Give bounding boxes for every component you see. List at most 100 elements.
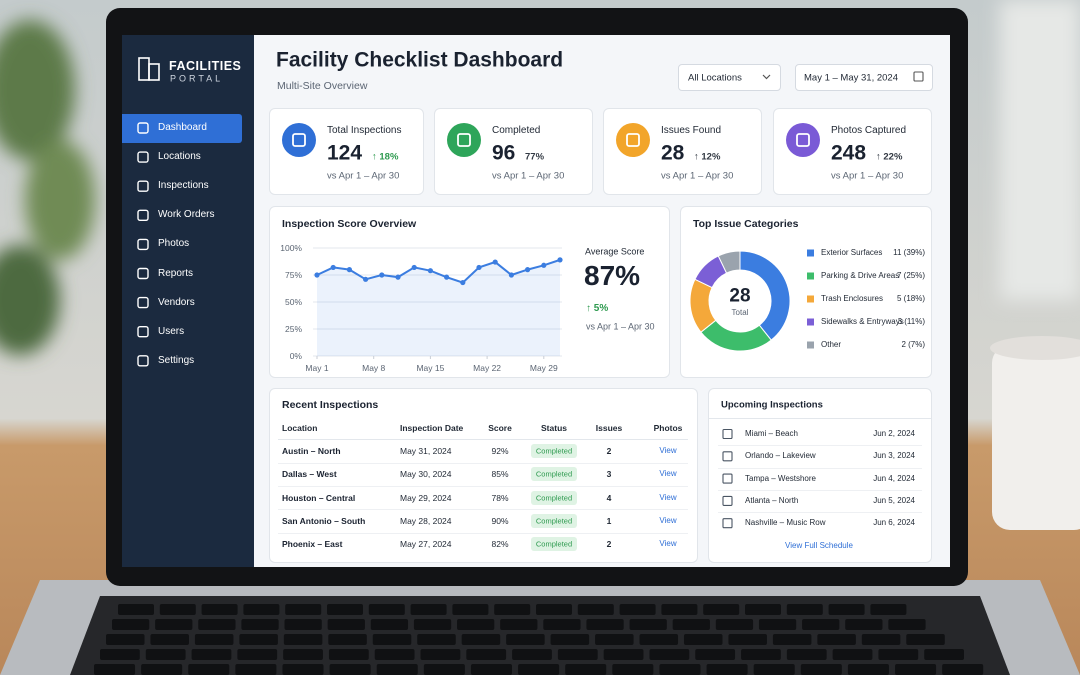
calendar-icon [722,518,733,529]
keyboard [94,604,984,675]
score-point [460,279,466,286]
view-link[interactable]: View [659,492,677,502]
score-point [541,262,547,268]
score-point [525,267,531,273]
kpi-compare: vs Apr 1 – Apr 30 [492,170,565,182]
key [595,634,634,645]
legend-swatch [807,272,814,280]
key [188,664,230,675]
calendar-icon [722,473,733,484]
key [861,634,901,645]
table-rule [278,532,688,534]
view-link[interactable]: View [659,539,677,549]
nav-item[interactable]: Work Orders [158,209,215,221]
key [659,664,701,675]
key [500,619,538,630]
key [150,634,189,645]
legend-swatch [807,318,814,326]
brand-tagline: PORTAL [170,73,224,84]
date-filter-label[interactable]: May 1 – May 31, 2024 [804,71,898,83]
nav-item[interactable]: Inspections [158,180,209,192]
key [577,604,614,615]
panel-title: Top Issue Categories [693,217,799,230]
upcoming-panel [708,388,932,563]
kpi-value: 124 [327,141,363,165]
page-subtitle: Multi-Site Overview [277,79,368,92]
key [235,664,277,675]
key [847,664,889,675]
nav-item[interactable]: Photos [158,238,190,250]
y-tick-label: 100% [280,242,302,253]
table-rule [278,439,688,440]
nav-item[interactable]: Settings [158,354,195,366]
date-filter[interactable] [795,64,933,91]
key [237,649,278,660]
key [283,634,323,645]
upcoming-location: Atlanta – North [745,495,799,505]
key [512,649,552,660]
legend-swatch [807,295,814,303]
column-header: Score [488,422,512,433]
key [420,649,461,660]
y-tick-label: 50% [284,296,302,307]
key [470,664,512,675]
key [283,649,323,660]
schedule-link[interactable]: View Full Schedule [785,541,853,550]
kpi-compare: vs Apr 1 – Apr 30 [831,170,904,182]
legend-value: 3 (11%) [897,317,925,326]
location-filter-label[interactable]: All Locations [688,71,742,83]
list-rule [718,445,922,447]
table-cell: Phoenix – East [282,538,343,549]
calendar-icon [722,495,733,506]
status-badge [531,444,577,458]
nav-icon [137,180,149,192]
upcoming-date: Jun 6, 2024 [873,518,915,528]
key [745,604,781,615]
nav-item[interactable]: Locations [158,151,201,163]
status-text: Completed [535,516,573,526]
key [550,634,590,645]
nav-icon [137,122,149,134]
legend-label: Other [821,340,842,349]
x-tick-label: May 29 [529,362,558,373]
nav-icon [137,296,149,309]
kpi-change: ↑ 18% [372,151,399,163]
view-link[interactable]: View [659,515,677,525]
nav-item[interactable]: Users [158,325,185,337]
score-point [330,264,336,271]
nav-item[interactable]: Dashboard [158,122,207,133]
summary-compare: vs Apr 1 – Apr 30 [586,321,655,332]
key [328,649,369,660]
nav-item[interactable]: Reports [158,267,194,279]
key [284,619,322,630]
legend-label: Exterior Surfaces [821,248,883,257]
x-tick-label: May 1 [305,362,329,373]
key [565,664,607,675]
issues-panel [680,206,932,378]
table-cell: Austin – North [282,445,341,456]
y-tick-label: 0% [289,350,302,361]
view-link[interactable]: View [659,469,677,479]
view-link[interactable]: View [659,446,677,455]
y-tick-label: 25% [284,323,302,334]
key [423,664,465,675]
score-line [316,258,561,284]
key [155,619,193,630]
key [328,634,367,645]
nav-item[interactable]: Vendors [158,296,195,308]
location-filter[interactable] [678,64,781,91]
table-rule [278,486,688,487]
table-cell: Dallas – West [282,469,337,480]
list-rule [718,512,922,514]
table-cell: 85% [491,469,509,480]
key [100,649,140,660]
score-point [395,274,401,280]
kpi-icon-glyph [796,133,810,147]
calendar-icon [722,451,733,462]
column-header: Location [282,422,318,433]
key [817,634,856,645]
key [417,634,456,645]
key [327,604,363,615]
score-point [346,267,352,273]
